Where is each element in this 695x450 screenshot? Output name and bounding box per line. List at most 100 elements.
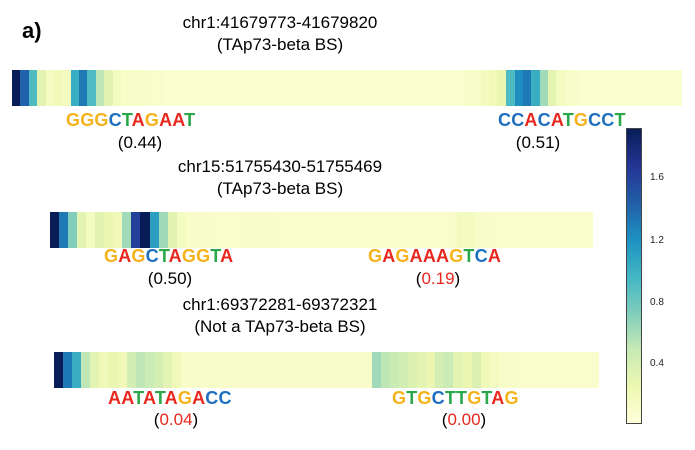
- heatmap-cell: [448, 212, 458, 248]
- heatmap-cell: [204, 70, 213, 106]
- heatmap-cell: [574, 212, 584, 248]
- nucleotide: G: [504, 388, 519, 408]
- heatmap-cell: [589, 352, 599, 388]
- nucleotide: G: [573, 110, 589, 130]
- nucleotide: A: [108, 388, 122, 408]
- heatmap-cell: [493, 212, 503, 248]
- heatmap-cell: [112, 70, 121, 106]
- track-1-motif-1-sequence: GGGCTAGAAT: [66, 110, 195, 131]
- heatmap-cell: [86, 212, 96, 248]
- nucleotide: A: [164, 388, 178, 408]
- heatmap-cell: [498, 352, 508, 388]
- nucleotide: G: [66, 110, 81, 130]
- heatmap-cell: [296, 70, 306, 106]
- heatmap-cell: [439, 70, 448, 106]
- heatmap-cell: [347, 70, 356, 106]
- heatmap-cell: [95, 212, 105, 248]
- heatmap-cell: [62, 70, 71, 106]
- heatmap-cell: [212, 212, 222, 248]
- heatmap-cell: [235, 352, 245, 388]
- heatmap-cell: [190, 352, 200, 388]
- heatmap-cell: [68, 212, 78, 248]
- heatmap-cell: [288, 70, 297, 106]
- heatmap-cell: [562, 352, 572, 388]
- heatmap-cell: [453, 352, 463, 388]
- heatmap-cell: [262, 352, 272, 388]
- heatmap-cell: [484, 212, 494, 248]
- heatmap-cell: [665, 70, 674, 106]
- heatmap-cell: [326, 352, 336, 388]
- heatmap-cell: [20, 70, 29, 106]
- heatmap-cell: [581, 70, 590, 106]
- heatmap-cell: [380, 70, 389, 106]
- heatmap-cell: [357, 212, 367, 248]
- heatmap-cell: [553, 352, 563, 388]
- heatmap-cell: [375, 212, 385, 248]
- heatmap-cell: [244, 352, 254, 388]
- heatmap-cell: [583, 212, 593, 248]
- nucleotide: G: [368, 246, 383, 266]
- heatmap-cell: [547, 212, 557, 248]
- nucleotide: G: [417, 388, 432, 408]
- nucleotide: A: [142, 388, 155, 408]
- heatmap-cell: [353, 352, 363, 388]
- heatmap-cell: [172, 352, 182, 388]
- heatmap-cell: [208, 352, 218, 388]
- heatmap-cell: [154, 70, 163, 106]
- heatmap-cell: [294, 212, 304, 248]
- heatmap-cell: [187, 70, 197, 106]
- nucleotide: T: [133, 388, 143, 408]
- heatmap-cell: [276, 212, 286, 248]
- nucleotide: T: [562, 110, 574, 130]
- nucleotide: A: [550, 110, 563, 130]
- track-3-coords: chr1:69372281-69372321: [182, 295, 378, 314]
- heatmap-cell: [475, 212, 485, 248]
- heatmap-cell: [253, 352, 263, 388]
- heatmap-cell: [221, 212, 231, 248]
- heatmap-cell: [230, 212, 240, 248]
- nucleotide: T: [121, 110, 132, 130]
- track-1-motif-1-score: (0.44): [117, 133, 163, 152]
- heatmap-cell: [149, 212, 159, 248]
- nucleotide: T: [184, 110, 196, 130]
- nucleotide: A: [436, 246, 450, 266]
- heatmap-cell: [580, 352, 590, 388]
- nucleotide: G: [131, 246, 146, 266]
- colorbar-tick-4: 0.4: [650, 358, 664, 369]
- heatmap-cell: [258, 212, 268, 248]
- heatmap-cell: [371, 352, 381, 388]
- heatmap-cell: [299, 352, 309, 388]
- heatmap-cell: [516, 352, 527, 388]
- nucleotide: C: [588, 110, 602, 130]
- heatmap-cell: [362, 352, 372, 388]
- heatmap-cell: [348, 212, 358, 248]
- nucleotide: G: [144, 110, 160, 130]
- heatmap-cell: [99, 352, 109, 388]
- heatmap-cell: [176, 212, 186, 248]
- heatmap-cell: [531, 70, 540, 106]
- nucleotide: G: [392, 388, 407, 408]
- heatmap-cell: [113, 212, 123, 248]
- heatmap-cell: [196, 70, 205, 106]
- heatmap-cell: [108, 352, 118, 388]
- nucleotide: A: [220, 246, 234, 266]
- heatmap-cell: [462, 352, 472, 388]
- nucleotide: G: [80, 110, 95, 130]
- heatmap-cell: [426, 352, 436, 388]
- heatmap-cell: [140, 212, 150, 248]
- nucleotide: T: [463, 246, 475, 266]
- heatmap-cell: [129, 70, 138, 106]
- nucleotide: C: [205, 388, 219, 408]
- nucleotide: G: [104, 246, 119, 266]
- track-2-motif-1-sequence: GAGCTAGGTA: [104, 246, 233, 267]
- heatmap-cell: [481, 70, 490, 106]
- panel-label: a): [22, 18, 42, 43]
- heatmap-cell: [514, 70, 523, 106]
- heatmap-cell: [238, 70, 247, 106]
- colorbar-tick-1: 1.6: [650, 172, 664, 183]
- heatmap-cell: [249, 212, 259, 248]
- nucleotide: A: [524, 110, 538, 130]
- nucleotide: A: [131, 110, 145, 130]
- heatmap-cell: [171, 70, 180, 106]
- track-1-coords: chr1:41679773-41679820: [182, 13, 378, 32]
